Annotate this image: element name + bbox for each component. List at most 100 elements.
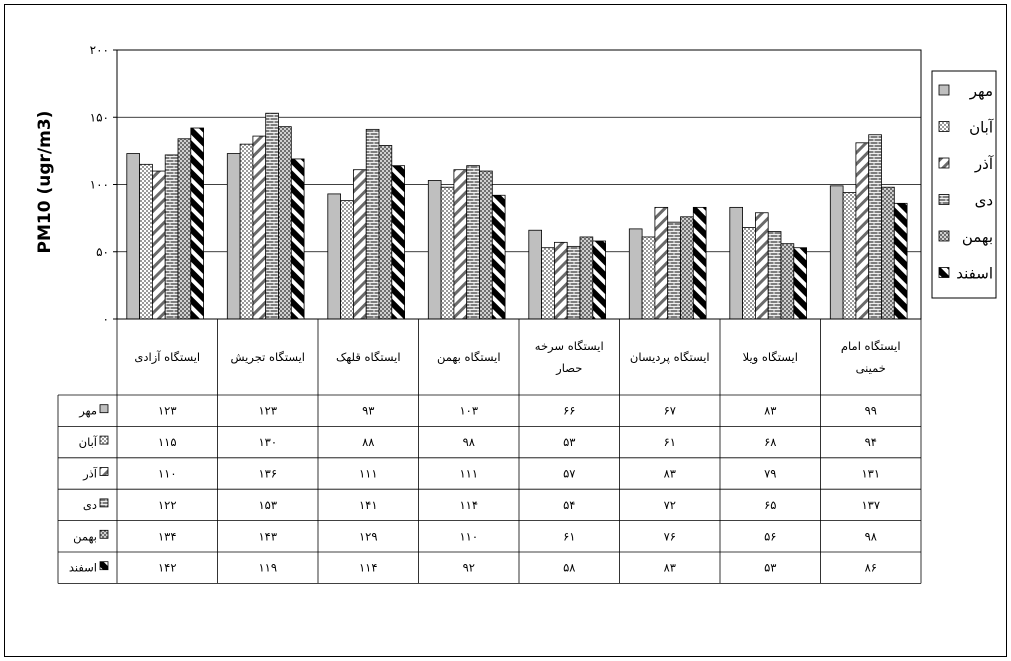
x-tick-label: ایستگاه آزادی [134, 350, 200, 365]
table-cell: ۱۱۵ [158, 435, 177, 449]
table-series-name: آذر [82, 467, 98, 482]
legend-label: بهمن [962, 228, 993, 246]
bar [391, 165, 405, 320]
table-cell: ۱۳۷ [861, 498, 880, 512]
bar [742, 227, 756, 320]
y-tick-label: ۱۰۰ [90, 178, 109, 192]
bar [453, 169, 468, 320]
bar [868, 134, 882, 320]
table-series-name: بهمن [73, 529, 97, 544]
bar [466, 165, 480, 320]
bar [667, 221, 681, 320]
bar [290, 158, 305, 320]
table-cell: ۱۴۳ [258, 529, 277, 543]
table-cell: ۱۲۳ [258, 404, 277, 418]
y-tick-label: ۲۰۰ [90, 43, 109, 57]
table-cell: ۱۳۶ [258, 467, 277, 481]
legend-swatch [938, 194, 950, 205]
bar [767, 231, 782, 320]
x-tick-label: ایستگاه سرخه حصار [535, 339, 604, 376]
bar [541, 247, 555, 320]
legend-swatch [938, 157, 950, 169]
legend-label: آذر [974, 155, 994, 173]
table-cell: ۱۳۱ [861, 467, 880, 481]
legend-label: دی [975, 192, 993, 210]
legend-swatch [938, 84, 950, 96]
bar [528, 229, 542, 320]
table-cell: ۹۴ [865, 435, 877, 449]
bar [126, 153, 141, 320]
table-cell: ۱۱۹ [258, 561, 277, 575]
table-cell: ۱۱۴ [459, 498, 478, 512]
x-tick-label: ایستگاه بهمن [437, 350, 501, 365]
table-series-name: آبان [79, 435, 98, 449]
legend-box [931, 70, 997, 299]
table-cell: ۱۱۱ [359, 467, 378, 481]
legend-swatch [938, 230, 950, 242]
bar [278, 126, 292, 320]
table-cell: ۱۴۲ [158, 561, 177, 575]
table-series-swatch [99, 498, 109, 508]
x-tick-label: ایستگاه پردیسان [630, 350, 710, 365]
bar [365, 128, 380, 320]
bar [491, 194, 506, 320]
table-cell: ۸۶ [865, 561, 877, 575]
table-cell: ۸۳ [664, 467, 676, 481]
bar [893, 202, 908, 320]
table-cell: ۶۷ [664, 404, 676, 418]
legend-swatch [938, 121, 950, 132]
table-series-swatch [99, 561, 109, 571]
x-tick-label: ایستگاه تجریش [231, 350, 306, 365]
table-cell: ۱۲۲ [158, 498, 177, 512]
legend-label: آبان [969, 119, 994, 137]
bar [592, 240, 606, 320]
legend-swatch [938, 267, 950, 278]
bar [855, 142, 870, 320]
bar [378, 145, 393, 320]
table-cell: ۱۱۱ [459, 467, 478, 481]
bar [641, 236, 656, 320]
bar [440, 186, 455, 320]
table-cell: ۸۸ [362, 435, 374, 449]
bar [164, 154, 179, 320]
table-series-swatch [99, 435, 109, 445]
table-cell: ۵۶ [764, 529, 776, 543]
table-cell: ۷۲ [664, 498, 676, 512]
bar [579, 236, 594, 320]
y-tick-label: ۵۰ [96, 245, 109, 259]
table-cell: ۵۸ [563, 561, 575, 575]
table-cell: ۶۱ [664, 435, 676, 449]
table-cell: ۱۳۰ [258, 435, 277, 449]
table-cell: ۱۱۴ [359, 561, 378, 575]
table-cell: ۵۳ [764, 561, 776, 575]
bar [729, 206, 743, 320]
bar [177, 138, 192, 320]
table-cell: ۶۶ [563, 404, 575, 418]
bar [190, 127, 205, 320]
bar [139, 163, 153, 320]
table-cell: ۷۶ [664, 529, 676, 543]
table-cell: ۶۱ [563, 529, 575, 543]
data-table: ایستگاه آزادی ایستگاه تجریش ایستگاه قلهک ای… [57, 319, 922, 584]
table-cell: ۵۷ [563, 467, 575, 481]
table-cell: ۹۲ [463, 561, 475, 575]
table-cell: ۱۰۳ [459, 404, 478, 418]
table-cell: ۱۱۰ [459, 529, 478, 543]
legend-label: مهر [969, 82, 993, 100]
x-tick-label: ایستگاه امام خمینی [841, 339, 901, 375]
bar [829, 185, 844, 320]
bar [151, 170, 166, 320]
table-cell: ۱۱۰ [158, 467, 177, 481]
legend-label: اسفند [956, 265, 993, 283]
table-cell: ۹۸ [463, 435, 475, 449]
bar [265, 112, 279, 320]
y-tick-label: ۱۵۰ [90, 110, 109, 124]
bar [692, 206, 707, 320]
bar [226, 153, 241, 320]
table-cell: ۱۴۱ [359, 498, 378, 512]
y-axis-ticks: ۰ ۵۰ ۱۰۰ ۱۵۰ ۲۰۰ [90, 43, 117, 326]
table-series-name: مهر [78, 404, 97, 419]
bar [793, 247, 807, 320]
x-tick-label: ایستگاه قلهک [336, 350, 401, 364]
